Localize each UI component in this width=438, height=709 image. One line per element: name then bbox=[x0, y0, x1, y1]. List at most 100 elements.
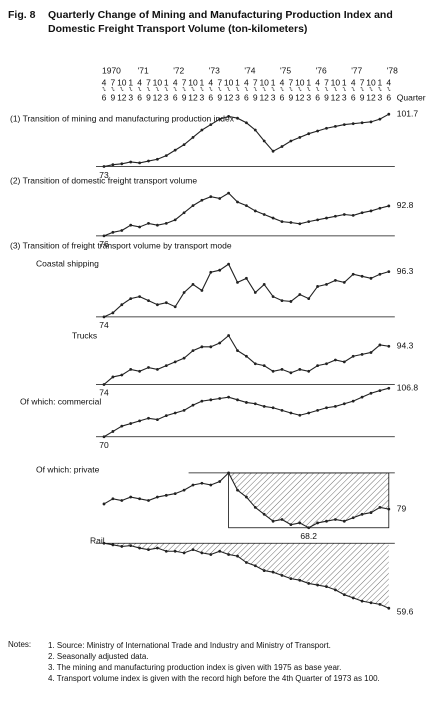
data-point bbox=[182, 291, 186, 294]
data-point bbox=[342, 123, 346, 126]
data-point bbox=[191, 483, 195, 487]
data-point bbox=[236, 398, 239, 402]
quarter-start: 4 bbox=[244, 77, 249, 87]
data-point bbox=[147, 548, 150, 552]
data-point bbox=[191, 349, 195, 352]
notes: Notes: 1. Source: Ministry of Internatio… bbox=[8, 640, 433, 684]
quarter-end: 9 bbox=[217, 92, 222, 102]
data-point bbox=[334, 214, 337, 218]
data-point bbox=[378, 272, 382, 276]
data-point bbox=[218, 197, 222, 200]
quarter-end: 12 bbox=[295, 92, 305, 102]
data-point bbox=[111, 497, 115, 501]
data-point bbox=[173, 360, 177, 364]
data-point bbox=[200, 345, 204, 349]
data-point bbox=[307, 582, 311, 585]
data-point bbox=[334, 125, 337, 128]
note-item: 4. Transport volume index is given with … bbox=[48, 674, 380, 683]
data-point bbox=[102, 502, 106, 506]
quarter-end: 3 bbox=[306, 92, 311, 102]
year-label: '72 bbox=[173, 65, 184, 75]
quarter-start: 7 bbox=[217, 77, 222, 87]
data-point bbox=[280, 220, 284, 224]
hatched-area bbox=[104, 388, 389, 437]
data-point bbox=[298, 135, 302, 139]
quarter-end: 3 bbox=[164, 92, 169, 102]
year-label: '73 bbox=[209, 65, 220, 75]
min-label: 68.2 bbox=[300, 531, 317, 541]
axis-squiggle bbox=[217, 87, 222, 91]
data-point bbox=[138, 546, 142, 550]
data-point bbox=[378, 117, 382, 121]
data-point bbox=[351, 122, 355, 126]
quarter-end: 12 bbox=[224, 92, 234, 102]
data-point bbox=[191, 204, 195, 207]
data-point bbox=[280, 368, 284, 371]
data-point bbox=[164, 222, 168, 225]
axis-squiggle bbox=[262, 87, 266, 91]
data-point bbox=[360, 395, 364, 399]
data-point bbox=[182, 488, 186, 492]
data-point bbox=[120, 229, 124, 232]
data-point bbox=[325, 519, 328, 523]
end-label: 94.3 bbox=[397, 341, 414, 351]
data-point bbox=[173, 305, 177, 309]
data-point bbox=[369, 351, 373, 354]
axis-squiggle bbox=[271, 87, 275, 91]
data-point bbox=[369, 276, 373, 280]
data-point bbox=[271, 519, 275, 523]
data-point bbox=[369, 601, 373, 605]
end-label: 59.6 bbox=[397, 606, 414, 616]
data-point bbox=[253, 128, 257, 132]
quarter-end: 9 bbox=[289, 92, 294, 102]
title-text: Quarterly Change of Mining and Manufactu… bbox=[48, 9, 393, 35]
data-point bbox=[307, 369, 311, 373]
data-point bbox=[191, 283, 195, 286]
data-point bbox=[236, 488, 239, 492]
data-point bbox=[111, 543, 115, 547]
hatched-area bbox=[104, 264, 389, 317]
data-point bbox=[316, 285, 319, 288]
axis-squiggle bbox=[369, 87, 373, 91]
panel-title: Trucks bbox=[72, 330, 97, 340]
data-point bbox=[369, 391, 373, 395]
axis-squiggle bbox=[342, 87, 347, 91]
data-point bbox=[227, 395, 231, 399]
data-point bbox=[227, 114, 231, 118]
data-point bbox=[334, 518, 337, 521]
data-point bbox=[280, 299, 284, 303]
data-point bbox=[289, 371, 293, 375]
quarter-start: 1 bbox=[128, 77, 133, 87]
panel-title: Rail bbox=[90, 535, 105, 545]
data-point bbox=[387, 270, 391, 274]
data-point bbox=[378, 343, 382, 347]
year-label: '71 bbox=[138, 65, 149, 75]
note-item: 2. Seasonally adjusted data. bbox=[48, 652, 149, 661]
quarter-start: 4 bbox=[137, 77, 142, 87]
data-point bbox=[289, 221, 293, 224]
data-point bbox=[200, 481, 204, 485]
min-label: 74 bbox=[99, 388, 109, 398]
data-point bbox=[102, 541, 106, 545]
data-point bbox=[271, 570, 275, 574]
data-point bbox=[307, 132, 311, 136]
axis-squiggle bbox=[164, 87, 169, 91]
data-point bbox=[316, 129, 319, 133]
data-point bbox=[227, 471, 231, 475]
data-point bbox=[245, 561, 248, 564]
quarter-end: 12 bbox=[117, 92, 127, 102]
axis-squiggle bbox=[137, 87, 142, 91]
data-point bbox=[182, 356, 186, 360]
data-point bbox=[298, 368, 302, 371]
figure-label: Fig. 8 bbox=[8, 9, 36, 21]
data-point bbox=[253, 291, 257, 294]
axis-squiggle bbox=[111, 87, 115, 91]
axis-squiggle bbox=[360, 87, 364, 91]
data-point bbox=[369, 511, 373, 514]
data-point bbox=[316, 583, 319, 587]
data-point bbox=[387, 204, 391, 208]
data-point bbox=[262, 283, 266, 286]
data-point bbox=[253, 209, 257, 213]
data-point bbox=[236, 280, 239, 284]
